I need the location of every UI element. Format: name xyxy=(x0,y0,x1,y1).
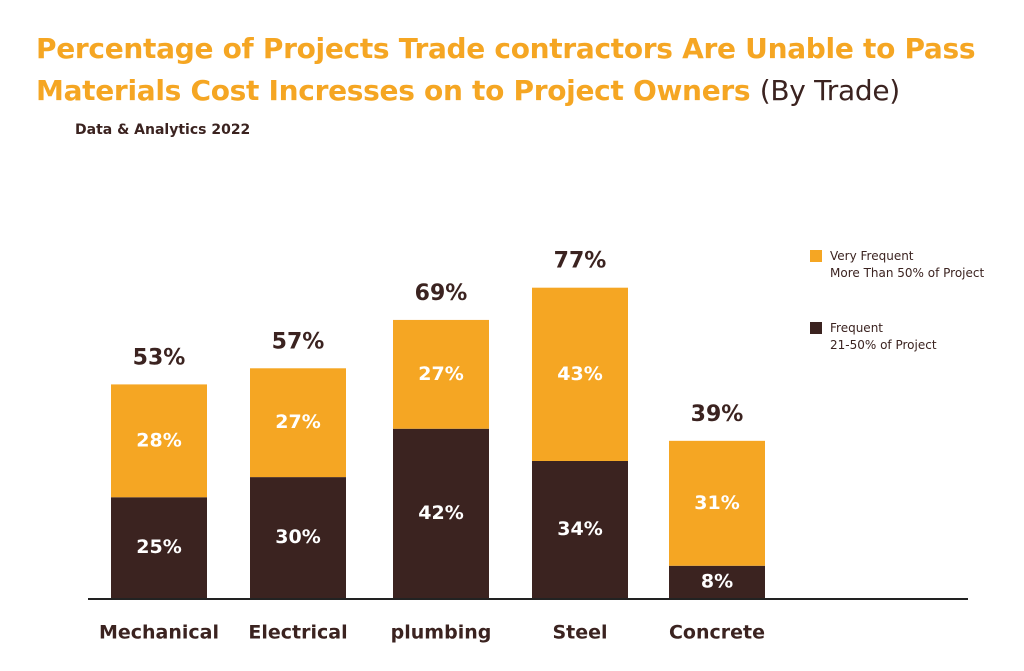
bar-very-frequent xyxy=(393,319,489,429)
bar-very-frequent xyxy=(669,440,765,566)
total-label: 53% xyxy=(133,345,186,370)
total-label: 77% xyxy=(554,249,607,274)
data-label-very-frequent: 28% xyxy=(136,429,181,451)
total-label: 57% xyxy=(272,329,325,354)
bar-frequent xyxy=(393,428,489,598)
chart-title: Percentage of Projects Trade contractors… xyxy=(36,28,1016,112)
legend-item-very-frequent: Very Frequent More Than 50% of Project xyxy=(810,248,984,282)
legend-swatch-frequent xyxy=(810,322,822,334)
data-label-frequent: 42% xyxy=(418,502,463,524)
category-label: plumbing xyxy=(391,622,492,644)
legend-sublabel: 21-50% of Project xyxy=(830,338,937,352)
total-label: 39% xyxy=(691,402,744,427)
data-label-very-frequent: 43% xyxy=(557,363,602,385)
category-label: Steel xyxy=(552,622,607,644)
bar-very-frequent xyxy=(111,384,207,498)
data-label-very-frequent: 27% xyxy=(275,411,320,433)
bar-frequent xyxy=(532,460,628,598)
legend-item-frequent: Frequent 21-50% of Project xyxy=(810,320,984,354)
legend: Very Frequent More Than 50% of Project F… xyxy=(810,248,984,392)
legend-label: Very Frequent xyxy=(830,249,914,263)
category-label: Mechanical xyxy=(99,622,219,644)
legend-sublabel: More Than 50% of Project xyxy=(830,266,985,280)
bar-very-frequent xyxy=(250,368,346,478)
total-label: 69% xyxy=(415,281,468,306)
data-label-very-frequent: 31% xyxy=(694,492,739,514)
title-main: Percentage of Projects Trade contractors… xyxy=(36,32,976,107)
legend-swatch-very-frequent xyxy=(810,250,822,262)
data-label-frequent: 25% xyxy=(136,536,181,558)
data-label-frequent: 30% xyxy=(275,526,320,548)
data-label-frequent: 34% xyxy=(557,518,602,540)
bar-frequent xyxy=(250,477,346,598)
category-label: Concrete xyxy=(669,622,765,644)
title-suffix: (By Trade) xyxy=(759,74,900,107)
chart-subtitle: Data & Analytics 2022 xyxy=(75,122,251,138)
data-label-frequent: 8% xyxy=(701,570,733,592)
bar-very-frequent xyxy=(532,287,628,461)
data-label-very-frequent: 27% xyxy=(418,363,463,385)
category-label: Electrical xyxy=(248,622,347,644)
bar-frequent xyxy=(111,497,207,598)
legend-label: Frequent xyxy=(830,321,883,335)
bar-frequent xyxy=(669,565,765,598)
